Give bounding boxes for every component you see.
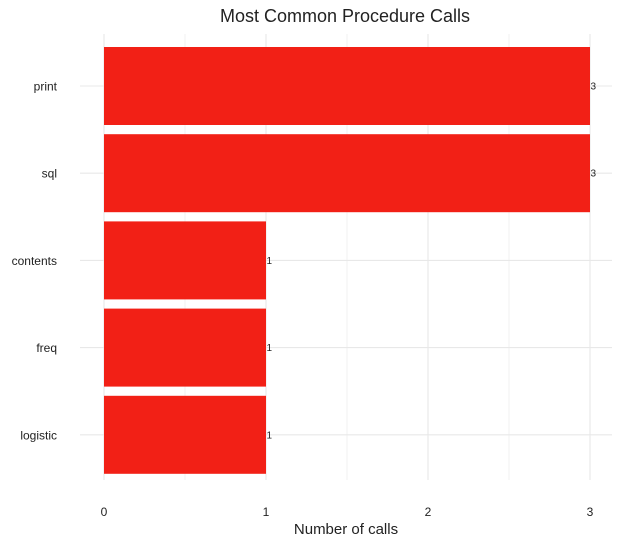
category-label-sql: sql xyxy=(42,167,57,181)
category-label-contents: contents xyxy=(12,254,57,268)
x-tick-label: 3 xyxy=(587,505,594,519)
bar-contents xyxy=(104,221,266,300)
x-tick-label: 2 xyxy=(425,505,432,519)
bar-logistic xyxy=(104,395,266,474)
category-label-logistic: logistic xyxy=(20,428,57,442)
bar-freq xyxy=(104,308,266,387)
x-tick-label: 1 xyxy=(263,505,270,519)
x-axis-title: Number of calls xyxy=(294,521,398,538)
data-label-contents: 1 xyxy=(267,256,273,267)
data-label-freq: 1 xyxy=(267,343,273,354)
chart-title: Most Common Procedure Calls xyxy=(220,6,470,26)
labels-layer: print 3 sql 3 contents 1 freq 1 logistic 1 0 1 2 3 xyxy=(12,80,597,520)
bar-print xyxy=(104,47,590,125)
category-label-print: print xyxy=(34,80,58,94)
bar-sql xyxy=(104,134,590,213)
data-label-sql: 3 xyxy=(591,169,597,180)
category-label-freq: freq xyxy=(36,341,57,355)
data-label-print: 3 xyxy=(591,82,597,93)
data-label-logistic: 1 xyxy=(267,430,273,441)
bars-layer xyxy=(104,47,590,474)
x-tick-label: 0 xyxy=(101,505,108,519)
